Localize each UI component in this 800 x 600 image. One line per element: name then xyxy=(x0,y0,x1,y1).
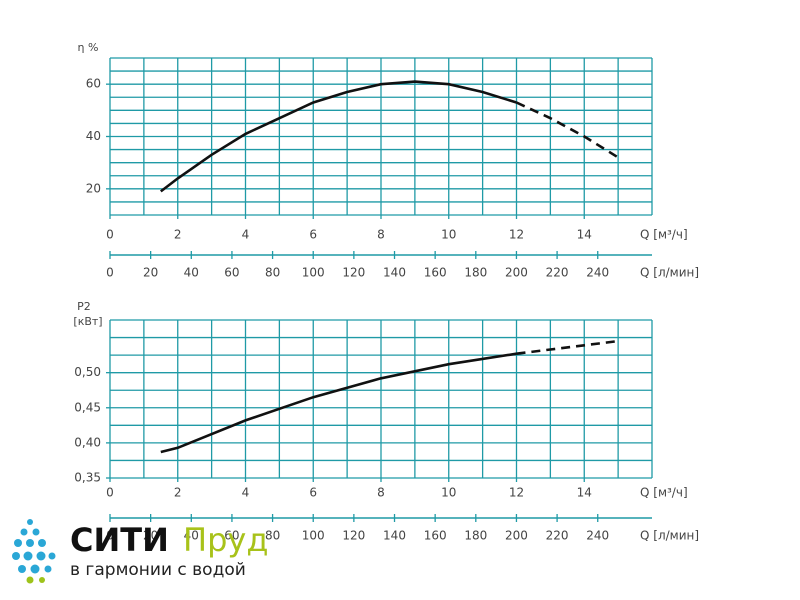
x2-tick-label: 100 xyxy=(302,266,325,280)
x-axis-label: Q [м³/ч] xyxy=(640,228,688,242)
x-tick-label: 8 xyxy=(377,486,385,500)
x2-tick-label: 60 xyxy=(224,266,239,280)
x2-tick-label: 220 xyxy=(546,529,569,543)
x2-tick-label: 20 xyxy=(143,266,158,280)
y-axis-unit: [кВт] xyxy=(73,315,102,328)
x2-tick-label: 0 xyxy=(106,529,114,543)
y-tick-label: 60 xyxy=(86,77,101,91)
logo-tagline: в гармонии с водой xyxy=(70,560,246,580)
x-axis-label: Q [м³/ч] xyxy=(640,486,688,500)
x2-tick-label: 220 xyxy=(546,266,569,280)
x2-tick-label: 180 xyxy=(464,529,487,543)
x-tick-label: 2 xyxy=(174,228,182,242)
x2-tick-label: 80 xyxy=(265,529,280,543)
x-tick-label: 4 xyxy=(242,228,250,242)
x2-tick-label: 240 xyxy=(586,529,609,543)
x-tick-label: 12 xyxy=(509,228,524,242)
logo: СИТИ Пруд в гармонии с водой xyxy=(12,519,268,584)
x2-tick-label: 80 xyxy=(265,266,280,280)
x-tick-label: 14 xyxy=(577,486,592,500)
x2-tick-label: 200 xyxy=(505,266,528,280)
x2-tick-label: 60 xyxy=(224,529,239,543)
x2-tick-label: 160 xyxy=(424,529,447,543)
y-tick-label: 0,45 xyxy=(74,400,101,414)
x-tick-label: 8 xyxy=(377,228,385,242)
y-tick-label: 40 xyxy=(86,129,101,143)
x2-tick-label: 20 xyxy=(143,529,158,543)
curve xyxy=(160,80,517,193)
logo-name: СИТИ xyxy=(70,521,169,559)
x-tick-label: 10 xyxy=(441,228,456,242)
x2-tick-label: 0 xyxy=(106,266,114,280)
x-tick-label: 10 xyxy=(441,486,456,500)
x2-axis-label: Q [л/мин] xyxy=(640,266,699,280)
y-axis-label: η % xyxy=(78,41,99,54)
logo-icon xyxy=(12,519,56,584)
x2-tick-label: 120 xyxy=(342,529,365,543)
x2-tick-label: 160 xyxy=(424,266,447,280)
y-tick-label: 20 xyxy=(86,181,101,195)
x2-tick-label: 120 xyxy=(342,266,365,280)
x2-tick-label: 140 xyxy=(383,529,406,543)
y-tick-label: 0,50 xyxy=(74,365,101,379)
x-tick-label: 14 xyxy=(577,228,592,242)
x-tick-label: 6 xyxy=(309,486,317,500)
curve xyxy=(515,101,619,159)
x-tick-label: 12 xyxy=(509,486,524,500)
curve xyxy=(516,339,619,355)
x2-tick-label: 240 xyxy=(586,266,609,280)
x-tick-label: 6 xyxy=(309,228,317,242)
x2-tick-label: 100 xyxy=(302,529,325,543)
x2-tick-label: 40 xyxy=(184,266,199,280)
x2-tick-label: 180 xyxy=(464,266,487,280)
y-tick-label: 0,40 xyxy=(74,435,101,449)
y-tick-label: 0,35 xyxy=(74,471,101,485)
x2-tick-label: 140 xyxy=(383,266,406,280)
x2-tick-label: 40 xyxy=(184,529,199,543)
y-axis-label: P2 xyxy=(77,300,91,313)
logo-name: Пруд xyxy=(183,521,268,559)
x2-tick-label: 200 xyxy=(505,529,528,543)
curve xyxy=(160,352,517,454)
x-tick-label: 0 xyxy=(106,486,114,500)
x-tick-label: 2 xyxy=(174,486,182,500)
x2-axis-label: Q [л/мин] xyxy=(640,529,699,543)
x-tick-label: 0 xyxy=(106,228,114,242)
x-tick-label: 4 xyxy=(242,486,250,500)
